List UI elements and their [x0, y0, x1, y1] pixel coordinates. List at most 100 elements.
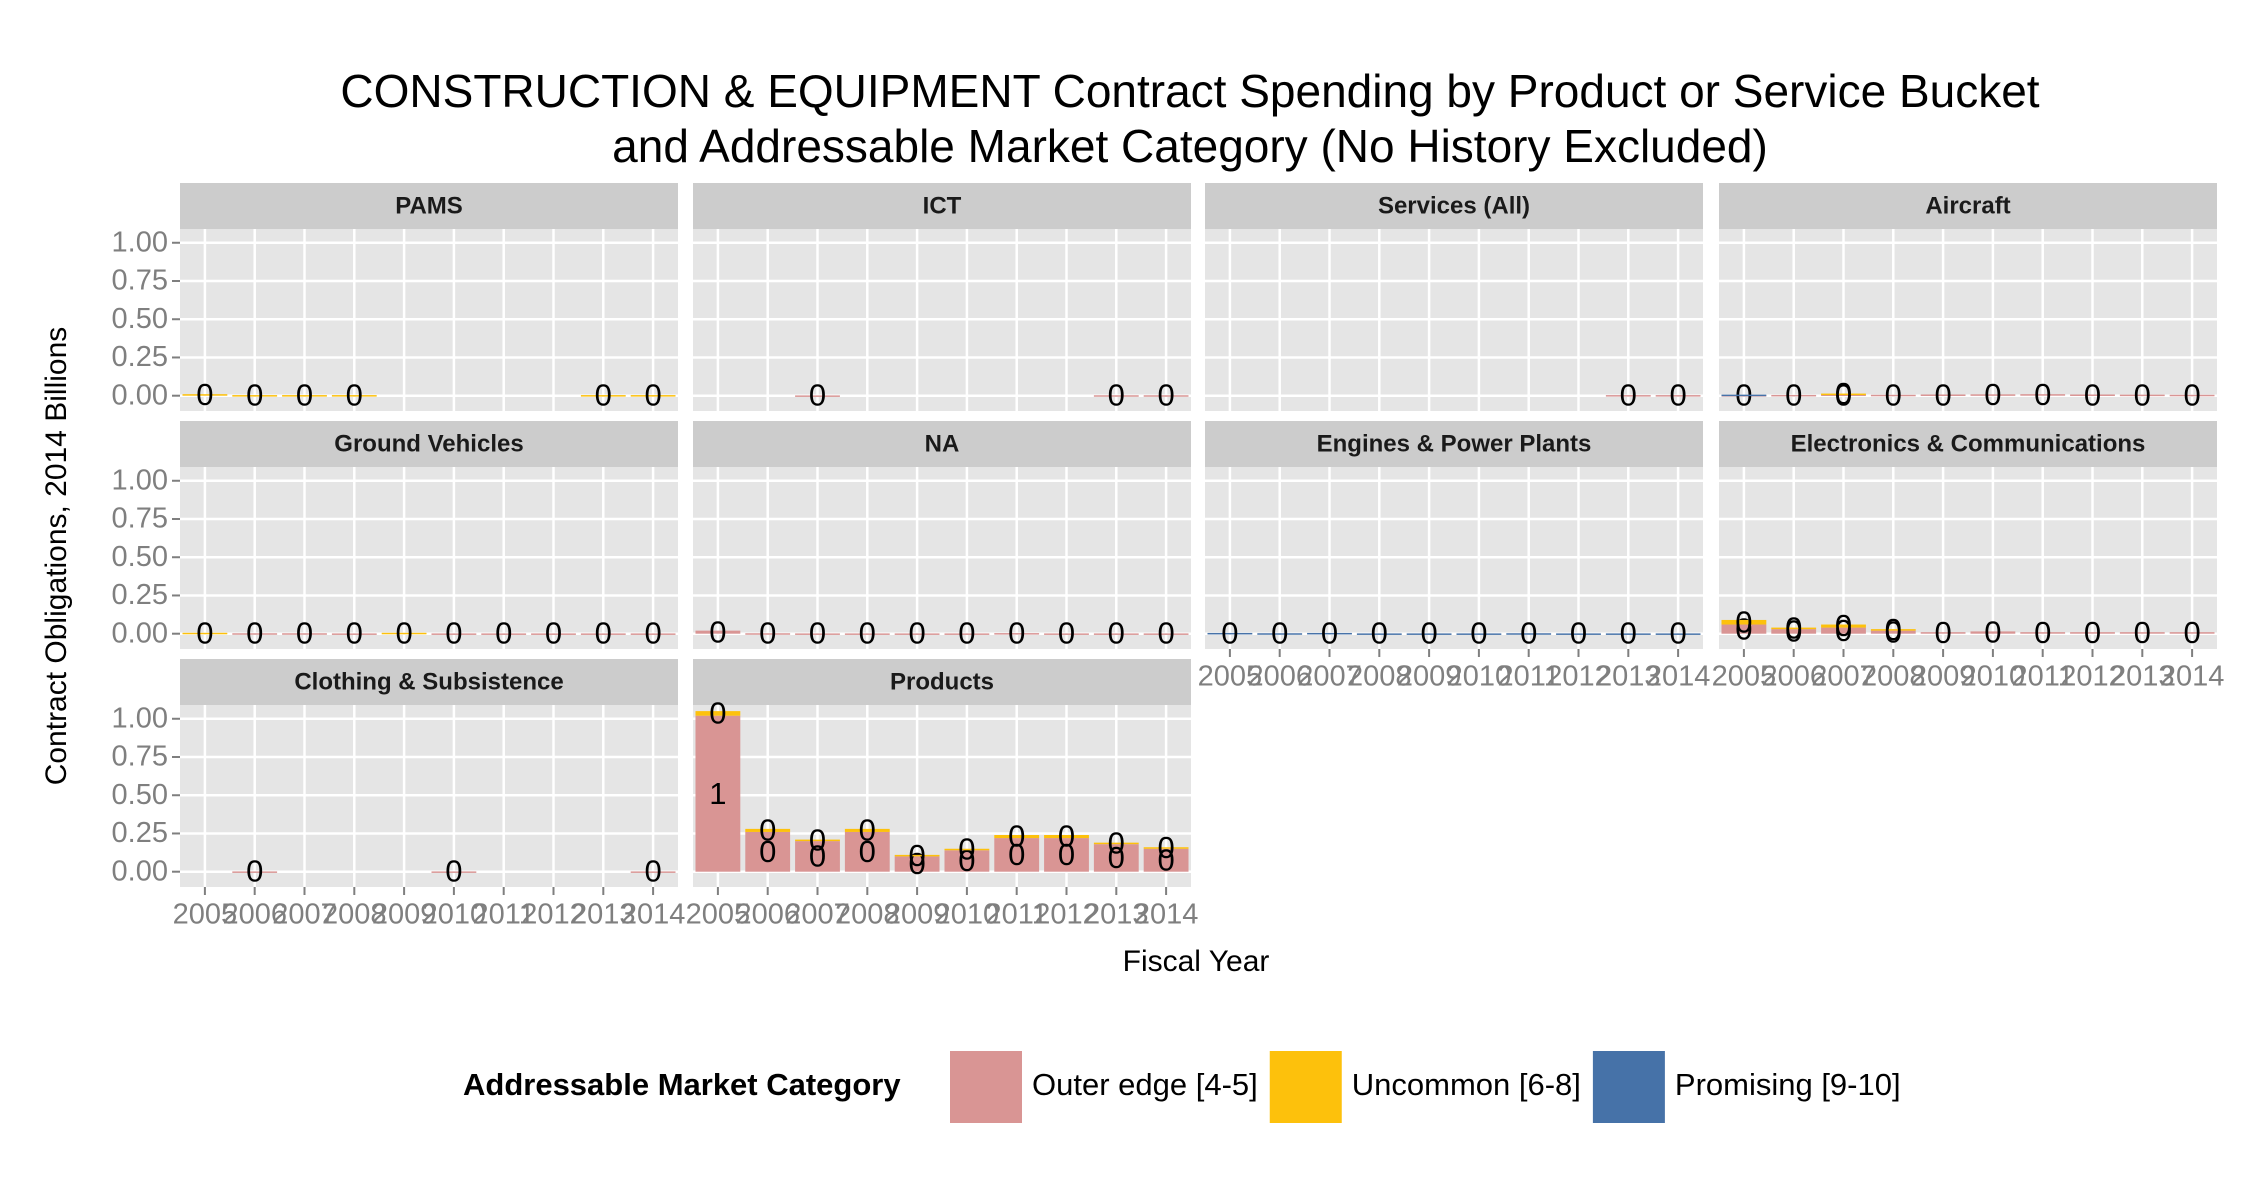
x-tick-label: 2005 — [686, 899, 751, 931]
data-label: 0 — [196, 615, 213, 650]
data-label: 0 — [1221, 616, 1238, 651]
data-label: 0 — [2084, 377, 2101, 412]
bar-segment — [1970, 394, 2016, 396]
x-tick-label: 2009 — [885, 899, 950, 931]
data-label: 0 — [709, 614, 726, 649]
data-label: 0 — [1835, 613, 1852, 648]
y-tick-label: 0.25 — [112, 341, 168, 373]
bar-segment — [1044, 838, 1089, 872]
x-tick-label: 2009 — [1397, 661, 1462, 693]
bar-segment — [381, 632, 427, 635]
x-tick-label: 2013 — [1084, 899, 1149, 931]
data-label: 0 — [595, 378, 612, 413]
strip-title: PAMS — [395, 192, 463, 219]
bar-segment — [182, 394, 228, 396]
strip-title: Aircraft — [1925, 192, 2010, 219]
x-tick-label: 2005 — [1712, 661, 1777, 693]
data-label: 0 — [395, 615, 412, 650]
strip — [180, 183, 678, 229]
data-label: 0 — [246, 378, 263, 413]
bar-segment — [795, 839, 840, 842]
bar-segment — [2070, 632, 2115, 634]
bar-segment — [2169, 394, 2215, 397]
bar-segment — [2070, 394, 2115, 396]
x-tick-label: 2006 — [1761, 661, 1826, 693]
data-label: 0 — [1570, 616, 1587, 651]
bar-segment — [1655, 395, 1701, 397]
data-label: 0 — [346, 616, 363, 651]
bar-segment — [844, 633, 890, 635]
bar-segment — [1605, 633, 1651, 635]
strip-title: Electronics & Communications — [1791, 430, 2146, 457]
bar-segment — [1605, 395, 1651, 397]
bar-segment — [630, 871, 676, 873]
bar-segment — [745, 633, 791, 635]
bar-segment — [1771, 394, 1817, 397]
x-tick-label: 2006 — [222, 899, 287, 931]
data-label: 0 — [1157, 842, 1174, 877]
bar-segment — [1721, 394, 1767, 397]
x-tick-label: 2009 — [372, 899, 437, 931]
bar-segment — [1143, 848, 1189, 872]
data-label: 0 — [1157, 830, 1174, 865]
bar-segment — [1093, 633, 1139, 635]
bar-segment — [745, 831, 791, 872]
bar-segment — [695, 630, 741, 634]
data-label: 0 — [2084, 615, 2101, 650]
bar-segment — [944, 633, 990, 635]
bar-segment — [1506, 633, 1552, 635]
bar-segment — [1093, 844, 1139, 872]
data-label: 0 — [958, 832, 975, 867]
bar-segment — [795, 395, 840, 397]
bar-segment — [1870, 394, 1916, 397]
bar-segment — [695, 711, 741, 716]
data-label: 0 — [545, 616, 562, 651]
bar-segment — [630, 395, 676, 397]
data-label: 0 — [644, 616, 661, 651]
legend-title: Addressable Market Category — [463, 1067, 901, 1102]
strip — [693, 421, 1191, 467]
data-label: 0 — [296, 616, 313, 651]
x-tick-label: 2007 — [1297, 661, 1362, 693]
data-label: 0 — [1470, 616, 1487, 651]
data-label: 0 — [1371, 616, 1388, 651]
bar-segment — [1257, 633, 1303, 635]
bar-segment — [1143, 847, 1189, 849]
bar-segment — [994, 633, 1040, 635]
x-tick-label: 2014 — [1646, 661, 1711, 693]
bar-segment — [1356, 633, 1402, 635]
data-label: 0 — [1669, 378, 1686, 413]
x-tick-label: 2012 — [521, 899, 586, 931]
strip — [180, 421, 678, 467]
x-tick-label: 2012 — [1034, 899, 1099, 931]
bar-segment — [1870, 630, 1916, 634]
x-tick-label: 2013 — [1596, 661, 1661, 693]
legend-swatch — [1269, 1051, 1342, 1123]
bar-segment — [2119, 394, 2165, 397]
data-label: 0 — [2134, 377, 2151, 412]
bar-segment — [481, 633, 527, 635]
data-label: 0 — [445, 854, 462, 889]
data-label: 0 — [1885, 614, 1902, 649]
data-label: 0 — [644, 378, 661, 413]
data-label: 0 — [2034, 615, 2051, 650]
strip-title: ICT — [923, 192, 962, 219]
data-label: 0 — [1885, 377, 1902, 412]
data-label: 0 — [1934, 615, 1951, 650]
data-label: 0 — [759, 616, 776, 651]
chart-title: CONSTRUCTION & EQUIPMENT Contract Spendi… — [340, 65, 2039, 117]
data-label: 1 — [709, 776, 726, 811]
bar-segment — [944, 850, 990, 872]
bar-segment — [1920, 394, 1966, 396]
bar-segment — [531, 633, 576, 635]
data-label: 0 — [1008, 837, 1025, 872]
data-label: 0 — [1108, 616, 1125, 651]
bar-segment — [232, 633, 278, 635]
strip-title: Ground Vehicles — [334, 430, 523, 457]
y-tick-label: 0.75 — [112, 503, 168, 535]
data-label: 0 — [1669, 616, 1686, 651]
x-tick-label: 2008 — [1861, 661, 1926, 693]
bar-segment — [1044, 835, 1089, 839]
y-tick-label: 0.00 — [112, 855, 168, 887]
